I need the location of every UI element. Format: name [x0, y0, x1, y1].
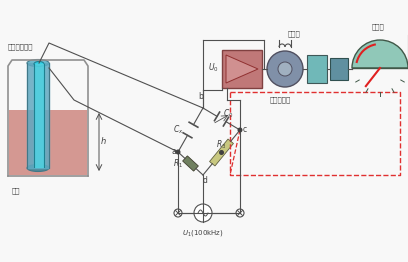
Text: 减速箱: 减速箱 — [288, 30, 301, 37]
Ellipse shape — [34, 62, 44, 67]
FancyBboxPatch shape — [222, 50, 262, 88]
Text: $U_1$(100kHz): $U_1$(100kHz) — [182, 228, 224, 238]
FancyBboxPatch shape — [210, 139, 233, 166]
Polygon shape — [226, 55, 258, 83]
Circle shape — [236, 209, 244, 217]
Text: c: c — [243, 124, 247, 134]
Text: h: h — [101, 138, 106, 146]
Text: 油箱: 油箱 — [12, 187, 20, 194]
Text: $U_0$: $U_0$ — [208, 62, 219, 74]
Circle shape — [174, 209, 182, 217]
Text: $C_0$: $C_0$ — [223, 108, 234, 120]
Text: 圆柱形电容器: 圆柱形电容器 — [8, 43, 33, 50]
FancyBboxPatch shape — [183, 156, 198, 171]
Text: d: d — [202, 176, 207, 185]
Polygon shape — [9, 110, 87, 175]
Circle shape — [278, 62, 292, 76]
Text: b: b — [199, 92, 204, 101]
FancyBboxPatch shape — [330, 58, 348, 80]
Text: 油量表: 油量表 — [372, 23, 385, 30]
FancyBboxPatch shape — [307, 55, 327, 83]
Ellipse shape — [27, 59, 49, 67]
Circle shape — [176, 150, 180, 154]
Text: a: a — [171, 146, 176, 156]
Circle shape — [194, 204, 212, 222]
Wedge shape — [352, 40, 408, 68]
Text: $R_1$: $R_1$ — [173, 157, 184, 170]
Circle shape — [267, 51, 303, 87]
Text: 伺服电动机: 伺服电动机 — [270, 96, 291, 103]
Text: $R_3$: $R_3$ — [216, 138, 227, 151]
Circle shape — [238, 128, 242, 132]
Text: $C_x$: $C_x$ — [173, 124, 184, 136]
Circle shape — [220, 151, 223, 154]
Ellipse shape — [27, 165, 49, 172]
